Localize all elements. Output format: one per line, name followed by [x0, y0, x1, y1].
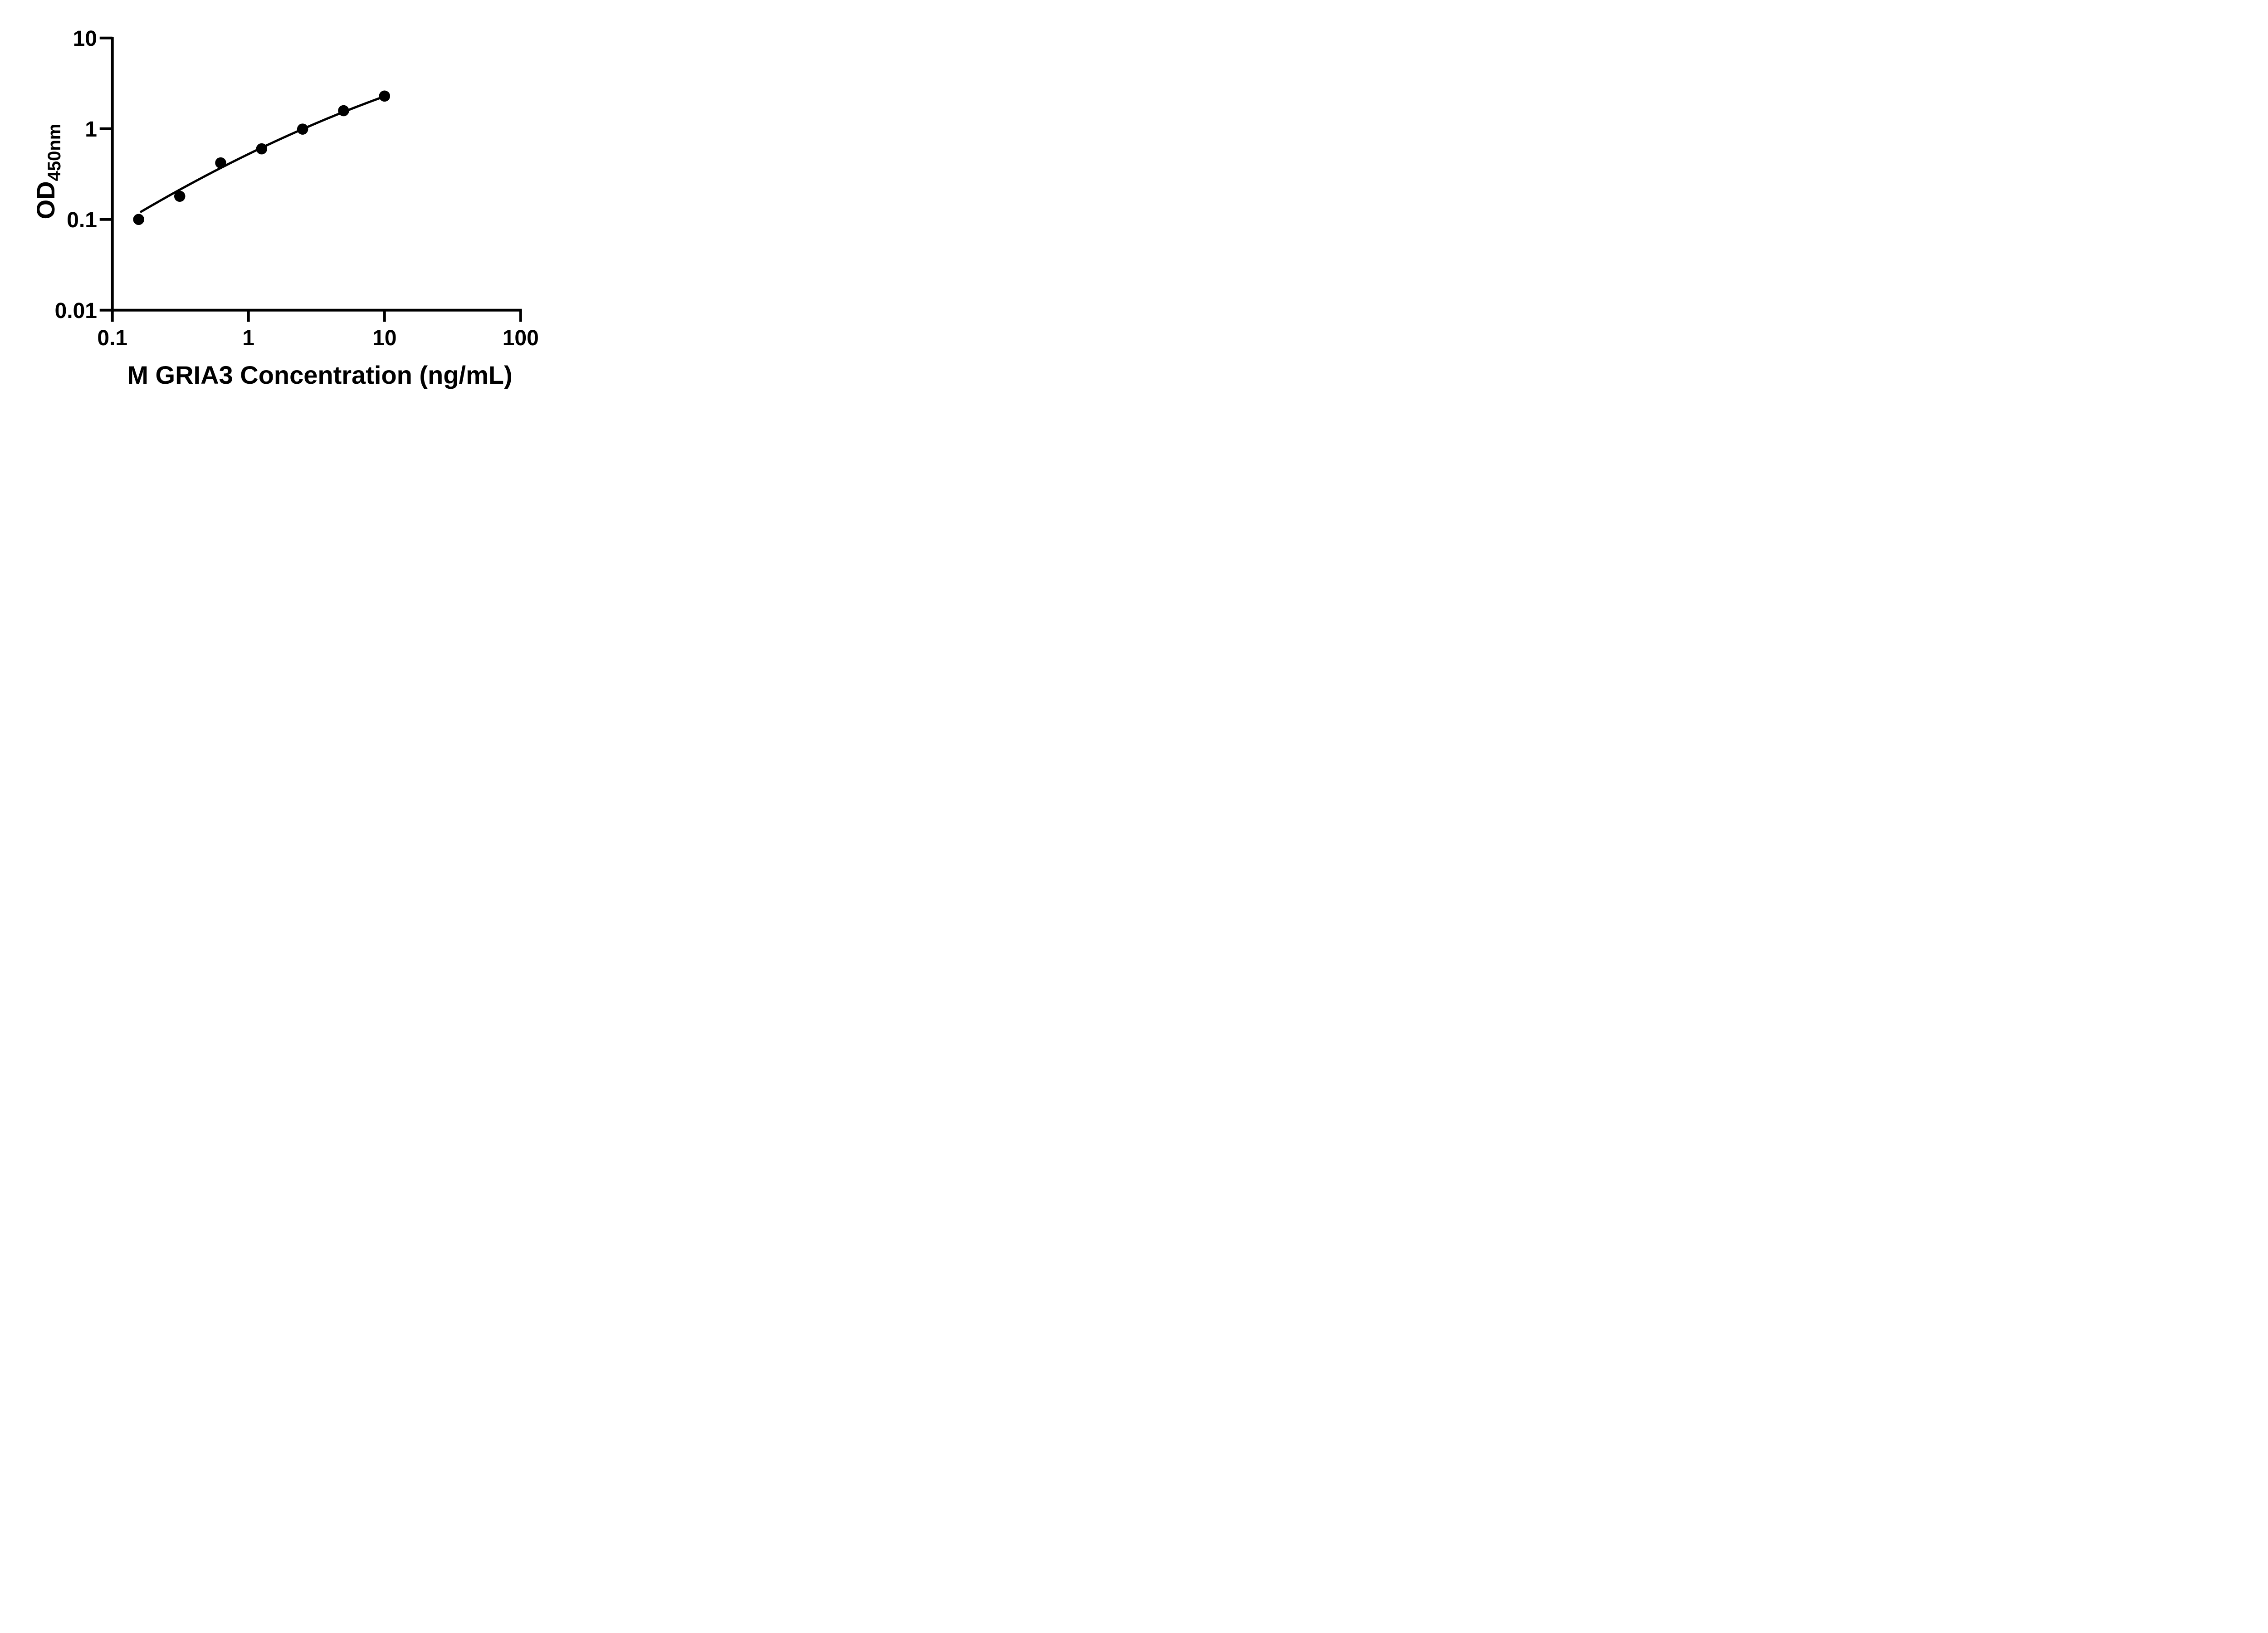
x-tick-label: 100 [503, 326, 539, 350]
y-tick-label: 0.01 [55, 299, 97, 323]
data-point [174, 191, 186, 202]
data-point [133, 214, 144, 225]
y-tick-label: 1 [85, 117, 97, 142]
x-tick-mark [383, 310, 386, 322]
y-tick-mark [99, 308, 112, 312]
data-point [215, 157, 226, 169]
x-tick-label: 1 [242, 326, 254, 350]
x-axis-ticks: 0.1 1 10 100 [97, 310, 539, 350]
y-tick-mark [99, 127, 112, 130]
y-axis-line [111, 37, 114, 312]
y-axis-title-subscript: 450nm [44, 124, 64, 181]
data-points-group [133, 90, 390, 225]
y-tick-label: 10 [73, 27, 97, 51]
x-tick-mark [247, 310, 250, 322]
data-point [297, 123, 308, 135]
y-axis-title: OD450nm [31, 124, 64, 220]
data-point [379, 90, 390, 102]
elisa-standard-curve-figure: 0.1 1 10 100 10 1 0.1 0.01 M GRIA3 Concentrati… [0, 0, 583, 408]
x-tick-mark [111, 310, 114, 322]
y-tick-mark [99, 36, 112, 39]
data-point [256, 143, 268, 155]
data-point [338, 105, 349, 117]
y-tick-label: 0.1 [67, 208, 97, 232]
y-tick-mark [99, 218, 112, 221]
x-tick-label: 10 [372, 326, 396, 350]
y-axis-ticks: 10 1 0.1 0.01 [55, 27, 112, 323]
x-axis-title: M GRIA3 Concentration (ng/mL) [127, 361, 512, 389]
x-axis-line [111, 308, 522, 312]
x-tick-label: 0.1 [97, 326, 127, 350]
x-tick-mark [519, 310, 522, 322]
y-axis-title-main: OD [31, 181, 60, 219]
